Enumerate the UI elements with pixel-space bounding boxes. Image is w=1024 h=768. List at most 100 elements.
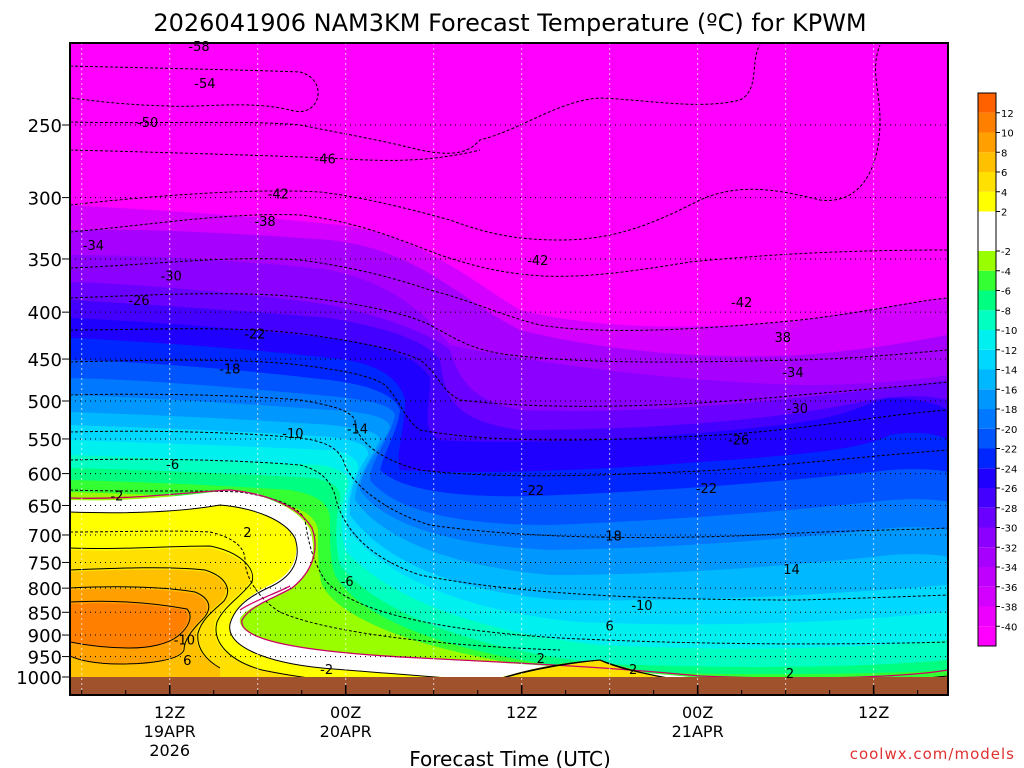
- colorbar-bin: [978, 251, 996, 271]
- contour-label: 2: [537, 652, 545, 667]
- y-tick-label: 650: [28, 496, 62, 517]
- colorbar-bin: [978, 606, 996, 627]
- svg-text:-54: -54: [194, 77, 215, 92]
- colorbar-bin: [978, 488, 996, 508]
- colorbar-label: -10: [1001, 326, 1017, 337]
- colorbar-bin: [978, 93, 996, 113]
- colorbar-bin: [978, 369, 996, 390]
- colorbar-label: -32: [1001, 543, 1017, 554]
- contour-line: [70, 214, 948, 277]
- colorbar-label: -8: [1001, 306, 1011, 317]
- x-tick-date: 19APR: [144, 722, 196, 741]
- contour-label: -34: [782, 366, 803, 381]
- colorbar-bin: [978, 152, 996, 172]
- x-tick-date: 20APR: [320, 722, 372, 741]
- contour-label: -18: [601, 530, 622, 545]
- colorbar-bin: [978, 191, 996, 212]
- contour-line: [70, 328, 948, 407]
- svg-text:-2: -2: [320, 663, 333, 678]
- colorbar-bin: [978, 507, 996, 528]
- svg-text:-50: -50: [137, 116, 158, 131]
- colorbar-bin: [978, 330, 996, 350]
- y-tick-label: 800: [28, 579, 62, 600]
- contour-label: -30: [161, 270, 182, 285]
- svg-text:-2: -2: [110, 490, 123, 505]
- colorbar-label: -12: [1001, 346, 1017, 357]
- y-tick-label: 1000: [16, 668, 62, 689]
- colorbar-bin: [978, 310, 996, 330]
- svg-text:-34: -34: [782, 366, 803, 381]
- svg-text:2: 2: [629, 663, 637, 678]
- colorbar-label: -4: [1001, 267, 1011, 278]
- contour-line: [70, 293, 948, 363]
- svg-text:-46: -46: [315, 153, 336, 168]
- svg-text:-10: -10: [174, 633, 195, 648]
- credit-text: coolwx.com/models: [850, 745, 1015, 763]
- colorbar-label: 10: [1001, 129, 1014, 140]
- colorbar-label: -38: [1001, 603, 1017, 614]
- svg-text:-22: -22: [696, 482, 717, 497]
- contour-label: -42: [527, 254, 548, 269]
- contour-label: 2: [629, 663, 637, 678]
- svg-text:-6: -6: [166, 458, 179, 473]
- svg-text:-6: -6: [341, 575, 354, 590]
- chart-title: 2026041906 NAM3KM Forecast Temperature (…: [153, 9, 866, 37]
- y-tick-label: 950: [28, 648, 62, 669]
- svg-text:-30: -30: [787, 402, 808, 417]
- colorbar-bin: [978, 468, 996, 488]
- contour-label: -38: [254, 215, 275, 230]
- svg-text:-34: -34: [83, 239, 104, 254]
- x-tick-year: 2026: [149, 741, 190, 760]
- contour-label: -10: [631, 599, 652, 614]
- contour-label: -10: [282, 427, 303, 442]
- contour-label: -22: [244, 327, 265, 342]
- contour-label: -18: [219, 363, 240, 378]
- colorbar-bin: [978, 547, 996, 567]
- contour-line: [70, 504, 706, 685]
- contour-labels: -58-54-50-46-42-38-34-30-26-22-18-10 -14-…: [83, 40, 808, 682]
- contour-label: -10: [174, 633, 195, 648]
- svg-text:-18: -18: [219, 363, 240, 378]
- svg-text:2: 2: [786, 667, 794, 682]
- contour-line: [70, 600, 191, 649]
- colorbar-label: -16: [1001, 385, 1017, 396]
- contour-line: [70, 65, 319, 113]
- contour-line: [70, 149, 481, 161]
- contour-label: 6: [606, 620, 614, 635]
- ground-layer: [70, 677, 948, 695]
- svg-text:-10: -10: [282, 427, 303, 442]
- colorbar-bin: [978, 567, 996, 587]
- colorbar-label: 4: [1001, 188, 1007, 199]
- svg-text:-10: -10: [631, 599, 652, 614]
- colorbar-bin: [978, 428, 996, 449]
- contour-label: -2: [320, 663, 333, 678]
- contour-line: [70, 545, 381, 687]
- contour-label: 2: [243, 526, 251, 541]
- contour-label: -42: [731, 296, 752, 311]
- colorbar-bin: [978, 172, 996, 192]
- y-tick-label: 300: [28, 189, 62, 210]
- svg-text:-22: -22: [244, 327, 265, 342]
- x-tick-label: 12Z: [506, 703, 537, 722]
- colorbar-label: -40: [1001, 622, 1017, 633]
- contour-line: [70, 567, 228, 669]
- svg-text:-30: -30: [161, 270, 182, 285]
- svg-text:-38: -38: [254, 215, 275, 230]
- svg-text:14: 14: [783, 563, 800, 578]
- contour-lines: [70, 44, 948, 687]
- contour-label: -6: [341, 575, 354, 590]
- y-tick-label: 750: [28, 553, 62, 574]
- svg-text:-42: -42: [268, 188, 289, 203]
- contour-label: -26: [128, 294, 149, 309]
- contour-line: [70, 258, 948, 331]
- contour-line: [70, 44, 761, 154]
- contour-label: -50: [137, 116, 158, 131]
- y-tick-label: 700: [28, 526, 62, 547]
- plot-frame: [69, 42, 949, 696]
- contour-label: 2: [786, 667, 794, 682]
- grid: [70, 43, 948, 695]
- colorbar-legend: 12 10 8 6 4 2 -2 -4 -6 -8 -10 -12 -14 -16 -18 -20 -22 -24…: [977, 92, 1017, 647]
- svg-text:38: 38: [774, 331, 791, 346]
- colorbar-bin: [978, 626, 996, 646]
- svg-text:-22: -22: [523, 484, 544, 499]
